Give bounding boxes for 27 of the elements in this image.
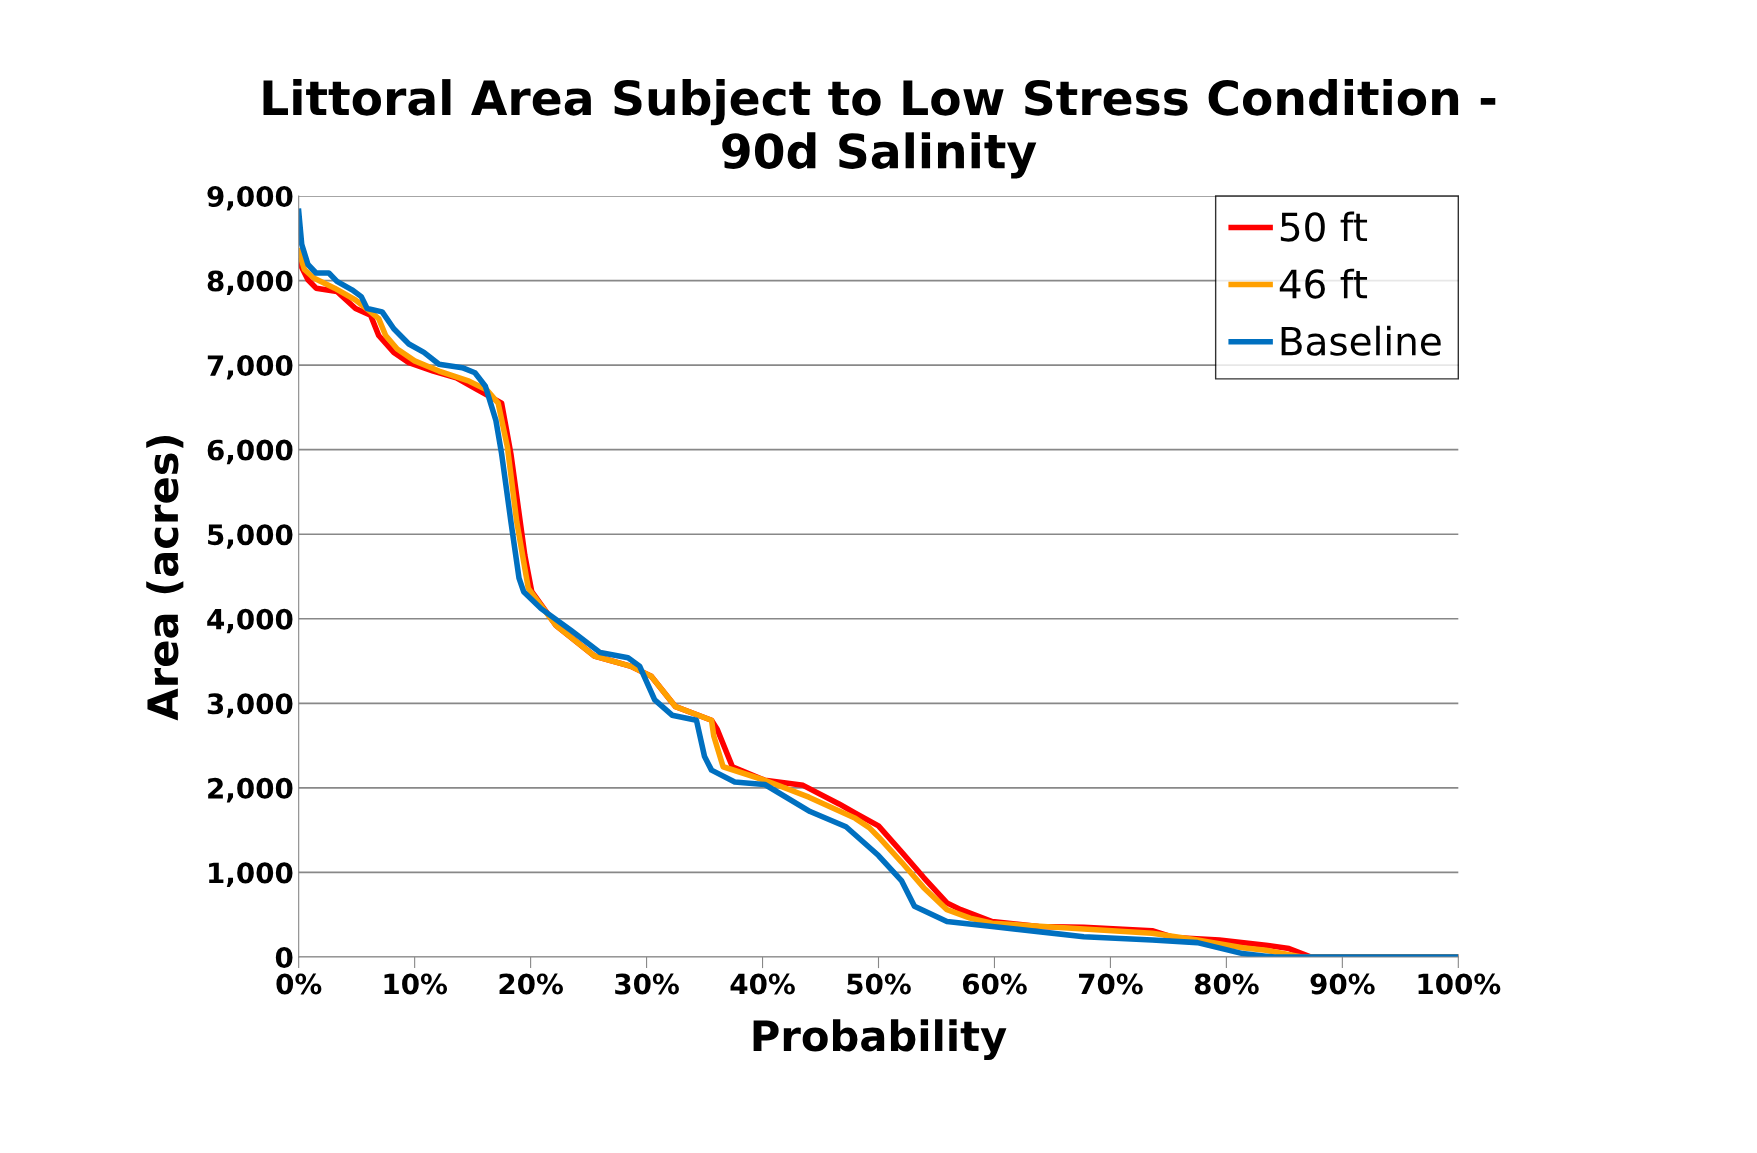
x-tick-label: 20% bbox=[499, 973, 563, 995]
x-tick-label: 40% bbox=[730, 973, 795, 995]
y-tick-label: 0 bbox=[275, 946, 293, 968]
y-tick-label: 8,000 bbox=[207, 270, 293, 296]
legend-label: Baseline bbox=[1281, 325, 1441, 356]
y-tick-label: 3,000 bbox=[207, 693, 293, 718]
y-tick-label: 6,000 bbox=[207, 439, 293, 465]
x-tick-label: 30% bbox=[615, 973, 679, 995]
y-axis-title: Area (acres) bbox=[146, 435, 184, 721]
x-tick-label: 60% bbox=[962, 973, 1027, 995]
y-tick-label: 4,000 bbox=[207, 608, 293, 634]
y-tick-label: 1,000 bbox=[209, 862, 293, 887]
y-tick-label: 9,000 bbox=[207, 185, 293, 211]
x-tick-label: 80% bbox=[1194, 973, 1259, 995]
y-tick-label: 7,000 bbox=[207, 355, 293, 380]
chart-title: Littoral Area Subject to Low Stress Condition - 90d Salinity bbox=[263, 79, 1496, 179]
legend-label: 50 ft bbox=[1280, 211, 1368, 242]
x-tick-label: 90% bbox=[1310, 973, 1375, 995]
x-tick-label: 50% bbox=[847, 973, 911, 995]
x-tick-label: 10% bbox=[384, 973, 448, 995]
x-tick-label: 70% bbox=[1079, 973, 1143, 995]
x-tick-label: 0% bbox=[276, 973, 322, 995]
x-axis-title: Probability bbox=[753, 1019, 1007, 1060]
y-tick-label: 5,000 bbox=[208, 524, 293, 549]
x-tick-label: 100% bbox=[1418, 973, 1501, 995]
y-tick-label: 2,000 bbox=[208, 777, 293, 803]
legend-label: 46 ft bbox=[1279, 268, 1368, 299]
